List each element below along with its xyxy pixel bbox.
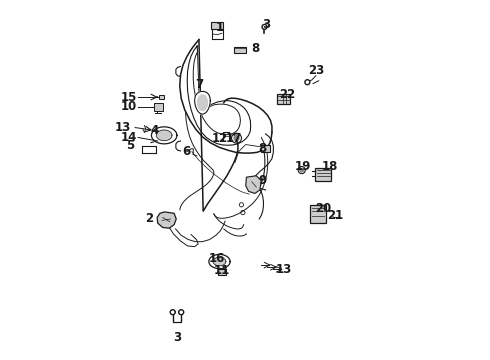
- Text: 3: 3: [173, 331, 182, 344]
- Text: 14: 14: [121, 131, 137, 144]
- Text: 10: 10: [121, 100, 137, 113]
- Text: 7: 7: [195, 78, 203, 91]
- Text: 3: 3: [262, 18, 270, 31]
- Text: 21: 21: [327, 209, 343, 222]
- Circle shape: [170, 310, 175, 315]
- Polygon shape: [213, 257, 226, 266]
- FancyBboxPatch shape: [315, 168, 331, 181]
- Text: 17: 17: [225, 132, 242, 145]
- Text: 19: 19: [294, 160, 311, 173]
- Polygon shape: [209, 255, 230, 269]
- FancyBboxPatch shape: [261, 145, 270, 152]
- Text: 11: 11: [214, 264, 230, 277]
- Polygon shape: [245, 176, 261, 193]
- Text: 22: 22: [279, 89, 295, 102]
- Text: 12: 12: [212, 132, 228, 145]
- FancyBboxPatch shape: [218, 269, 226, 275]
- Text: 13: 13: [115, 121, 131, 134]
- Text: 23: 23: [308, 64, 324, 77]
- Text: 9: 9: [258, 174, 266, 187]
- FancyBboxPatch shape: [159, 95, 164, 99]
- Circle shape: [306, 81, 308, 83]
- Circle shape: [179, 310, 184, 315]
- Polygon shape: [197, 95, 207, 111]
- FancyBboxPatch shape: [211, 22, 223, 29]
- Text: 16: 16: [208, 252, 225, 265]
- Circle shape: [261, 24, 268, 30]
- Text: 2: 2: [145, 212, 153, 225]
- Text: 18: 18: [322, 160, 338, 173]
- FancyBboxPatch shape: [310, 205, 326, 222]
- Polygon shape: [193, 52, 241, 135]
- FancyBboxPatch shape: [154, 103, 163, 111]
- FancyBboxPatch shape: [277, 94, 291, 104]
- Text: 8: 8: [259, 141, 267, 154]
- Text: 5: 5: [125, 139, 134, 153]
- Circle shape: [263, 25, 266, 29]
- Text: 15: 15: [121, 91, 137, 104]
- Circle shape: [180, 311, 182, 313]
- Text: 4: 4: [150, 124, 159, 137]
- FancyBboxPatch shape: [234, 47, 246, 53]
- Polygon shape: [151, 127, 177, 144]
- Polygon shape: [156, 130, 172, 141]
- Circle shape: [300, 168, 303, 172]
- Text: 20: 20: [315, 202, 331, 215]
- Text: 8: 8: [251, 42, 260, 55]
- Text: 1: 1: [216, 21, 224, 34]
- Text: 6: 6: [182, 145, 191, 158]
- Polygon shape: [195, 91, 210, 114]
- Circle shape: [172, 311, 174, 313]
- Circle shape: [305, 80, 310, 85]
- Circle shape: [234, 136, 239, 141]
- Polygon shape: [157, 212, 176, 228]
- Text: 13: 13: [276, 263, 292, 276]
